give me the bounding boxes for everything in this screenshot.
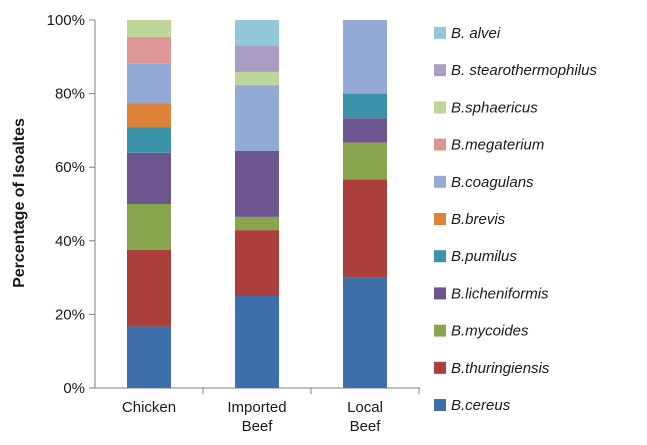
bar-segment <box>127 36 171 64</box>
bar-segment <box>343 20 387 94</box>
y-tick-label: 80% <box>55 86 85 103</box>
legend-label: B.licheniformis <box>451 285 549 302</box>
bar-segment <box>235 20 279 46</box>
x-category-label: Beef <box>242 418 274 435</box>
legend-label: B.pumilus <box>451 248 517 265</box>
legend-label: B.megaterium <box>451 137 544 154</box>
x-category-label: Local <box>347 399 383 416</box>
bar-segment <box>127 204 171 250</box>
legend-label: B.brevis <box>451 211 506 228</box>
bar-segment <box>127 63 171 104</box>
legend: B. alvei B. stearothermophilus B.sphaericu… <box>434 25 597 414</box>
legend-swatch <box>434 213 446 225</box>
bar-segment <box>127 326 171 388</box>
legend-swatch <box>434 64 446 77</box>
x-category-label: Chicken <box>122 399 176 416</box>
legend-swatch <box>434 287 446 300</box>
legend-label: B. stearothermophilus <box>451 62 597 79</box>
legend-label: B.thuringiensis <box>451 360 550 377</box>
y-tick-label: 100% <box>47 12 85 29</box>
bar-segment <box>127 127 171 153</box>
bar-segment <box>235 296 279 388</box>
x-category-label: Imported <box>227 399 286 416</box>
bar-segment <box>343 142 387 180</box>
bar-segment <box>127 152 171 204</box>
legend-swatch <box>434 250 446 263</box>
legend-swatch <box>434 399 446 411</box>
bar-segment <box>235 151 279 217</box>
bar-segment <box>235 85 279 152</box>
bar-segment <box>343 93 387 119</box>
bar-segment <box>127 103 171 128</box>
bar-segment <box>343 179 387 278</box>
bar-segment <box>235 45 279 72</box>
legend-label: B.sphaericus <box>451 99 538 116</box>
y-tick-label: 40% <box>55 233 85 250</box>
legend-label: B.mycoides <box>451 323 529 340</box>
y-tick-label: 60% <box>55 159 85 176</box>
y-tick-label: 0% <box>63 380 85 397</box>
x-category-label: Beef <box>350 418 382 435</box>
bar-segment <box>343 277 387 388</box>
legend-swatch <box>434 175 446 188</box>
bar-segment <box>127 20 171 37</box>
legend-swatch <box>434 27 446 39</box>
plot-area: 0% 20% 40% 60% 80% 100% Chicken Imported Beef Loc… <box>47 12 420 435</box>
legend-label: B.cereus <box>451 397 511 414</box>
bar-segment <box>343 118 387 143</box>
bar-segment <box>235 71 279 86</box>
bar-segment <box>235 230 279 296</box>
legend-label: B. alvei <box>451 25 501 42</box>
y-axis-title: Percentage of Isoaltes <box>11 118 28 288</box>
y-tick-label: 20% <box>55 306 85 323</box>
legend-swatch <box>434 138 446 151</box>
legend-swatch <box>434 361 446 374</box>
legend-swatch <box>434 101 446 114</box>
legend-label: B.coagulans <box>451 174 534 191</box>
legend-swatch <box>434 324 446 337</box>
bar-segment <box>127 250 171 327</box>
bar-segment <box>235 216 279 231</box>
